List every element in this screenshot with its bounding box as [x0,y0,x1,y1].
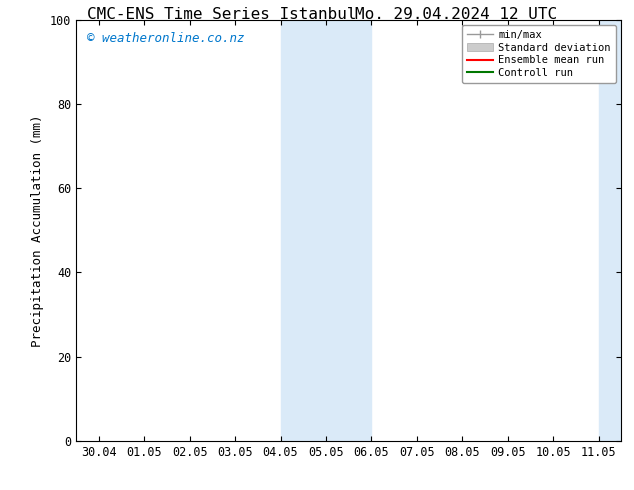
Legend: min/max, Standard deviation, Ensemble mean run, Controll run: min/max, Standard deviation, Ensemble me… [462,25,616,83]
Bar [598,20,626,441]
Y-axis label: Precipitation Accumulation (mm): Precipitation Accumulation (mm) [31,114,44,346]
Bar [280,20,326,441]
Text: © weatheronline.co.nz: © weatheronline.co.nz [87,32,245,45]
Text: Mo. 29.04.2024 12 UTC: Mo. 29.04.2024 12 UTC [356,7,557,23]
Text: CMC-ENS Time Series Istanbul: CMC-ENS Time Series Istanbul [87,7,357,23]
Bar [326,20,372,441]
